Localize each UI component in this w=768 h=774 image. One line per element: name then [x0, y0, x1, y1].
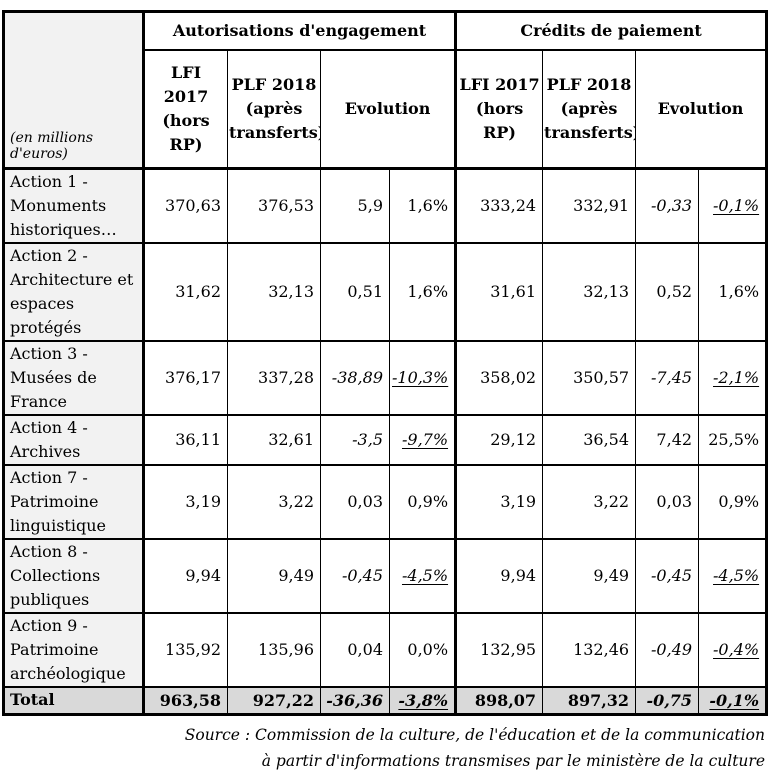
- cp-lfi-value: 132,95: [454, 611, 544, 688]
- cp-evolution-value: -0,49: [635, 611, 700, 688]
- cp-evolution-value: -0,33: [635, 167, 700, 244]
- cp-plf-value: 897,32: [542, 685, 637, 716]
- row-label: Action 8 - Collections publiques: [3, 537, 144, 614]
- cp-plf-value: 350,57: [542, 339, 637, 416]
- ae-plf-value: 337,28: [227, 339, 321, 416]
- cp-evolution-value: -7,45: [635, 339, 700, 416]
- ae-plf-value: 135,96: [227, 611, 321, 688]
- cp-lfi-value: 9,94: [454, 537, 544, 614]
- ae-evolution-percent: 1,6%: [388, 167, 457, 244]
- row-label: Action 3 - Musées de France: [3, 339, 144, 416]
- ae-lfi-value: 370,63: [142, 167, 228, 244]
- row-label: Total: [3, 685, 144, 716]
- table-row: Action 2 - Architecture et espaces proté…: [3, 241, 768, 342]
- cp-evolution-value: 0,03: [635, 463, 700, 540]
- table-row: Action 8 - Collections publiques 9,94 9,…: [3, 537, 768, 614]
- ae-plf-value: 376,53: [227, 167, 321, 244]
- cp-lfi-value: 29,12: [454, 413, 544, 466]
- ae-lfi-value: 31,62: [142, 241, 228, 342]
- ae-lfi-value: 36,11: [142, 413, 228, 466]
- source-note: Source : Commission de la culture, de l'…: [2, 716, 765, 774]
- budget-table: (en millions d'euros) Autorisations d'en…: [2, 10, 768, 716]
- ae-lfi-value: 376,17: [142, 339, 228, 416]
- unit-label-cell: (en millions d'euros): [3, 10, 144, 170]
- table-row: Action 1 - Monuments historiques… 370,63…: [3, 167, 768, 244]
- row-label: Action 2 - Architecture et espaces proté…: [3, 241, 144, 342]
- cp-evolution-percent: -0,1%: [698, 685, 768, 716]
- ae-evolution-value: -3,5: [320, 413, 390, 466]
- cp-plf-value: 132,46: [542, 611, 637, 688]
- section-header-row: (en millions d'euros) Autorisations d'en…: [3, 10, 768, 170]
- cp-evolution-percent: -2,1%: [698, 339, 768, 416]
- table-row: Action 7 - Patrimoine linguistique 3,19 …: [3, 463, 768, 540]
- cp-lfi-value: 333,24: [454, 167, 544, 244]
- column-header-ae-plf-2018: PLF 2018 (après transferts): [227, 48, 321, 170]
- ae-evolution-value: 0,04: [320, 611, 390, 688]
- cp-plf-value: 32,13: [542, 241, 637, 342]
- cp-lfi-value: 898,07: [454, 685, 544, 716]
- ae-lfi-value: 9,94: [142, 537, 228, 614]
- cp-evolution-percent: 1,6%: [698, 241, 768, 342]
- table-body: Action 1 - Monuments historiques… 370,63…: [3, 167, 768, 716]
- cp-evolution-value: -0,45: [635, 537, 700, 614]
- ae-evolution-percent: 1,6%: [388, 241, 457, 342]
- cp-evolution-percent: -0,4%: [698, 611, 768, 688]
- cp-evolution-percent: 0,9%: [698, 463, 768, 540]
- section-header-credits: Crédits de paiement: [454, 10, 768, 51]
- cp-evolution-value: -0,75: [635, 685, 700, 716]
- cp-plf-value: 3,22: [542, 463, 637, 540]
- table-row: Action 3 - Musées de France 376,17 337,2…: [3, 339, 768, 416]
- ae-evolution-percent: 0,9%: [388, 463, 457, 540]
- row-label: Action 9 - Patrimoine archéologique: [3, 611, 144, 688]
- cp-evolution-percent: 25,5%: [698, 413, 768, 466]
- ae-evolution-percent: -3,8%: [388, 685, 457, 716]
- ae-evolution-value: 0,03: [320, 463, 390, 540]
- cp-plf-value: 9,49: [542, 537, 637, 614]
- ae-evolution-percent: -9,7%: [388, 413, 457, 466]
- cp-plf-value: 332,91: [542, 167, 637, 244]
- ae-lfi-value: 963,58: [142, 685, 228, 716]
- cp-evolution-percent: -0,1%: [698, 167, 768, 244]
- cp-evolution-percent: -4,5%: [698, 537, 768, 614]
- column-header-row: LFI 2017 (hors RP) PLF 2018 (après trans…: [4, 48, 768, 170]
- column-header-cp-evolution: Evolution: [635, 48, 768, 170]
- source-line-2: à partir d'informations transmises par l…: [261, 752, 765, 770]
- ae-lfi-value: 135,92: [142, 611, 228, 688]
- ae-plf-value: 32,61: [227, 413, 321, 466]
- row-label: Action 7 - Patrimoine linguistique: [3, 463, 144, 540]
- ae-evolution-percent: -10,3%: [388, 339, 457, 416]
- ae-evolution-percent: -4,5%: [388, 537, 457, 614]
- ae-evolution-value: -36,36: [320, 685, 390, 716]
- ae-plf-value: 927,22: [227, 685, 321, 716]
- ae-evolution-value: 5,9: [320, 167, 390, 244]
- section-header-authorisations: Autorisations d'engagement: [141, 10, 457, 51]
- cp-evolution-value: 7,42: [635, 413, 700, 466]
- source-line-1: Source : Commission de la culture, de l'…: [184, 726, 765, 744]
- ae-evolution-value: 0,51: [320, 241, 390, 342]
- column-header-cp-plf-2018: PLF 2018 (après transferts): [542, 48, 637, 170]
- total-row: Total 963,58 927,22 -36,36 -3,8% 898,07 …: [3, 685, 768, 716]
- cp-plf-value: 36,54: [542, 413, 637, 466]
- cp-lfi-value: 3,19: [454, 463, 544, 540]
- column-header-ae-lfi-2017: LFI 2017 (hors RP): [142, 48, 228, 170]
- column-header-ae-evolution: Evolution: [319, 48, 457, 170]
- table-row: Action 4 - Archives 36,11 32,61 -3,5 -9,…: [3, 413, 768, 466]
- table-row: Action 9 - Patrimoine archéologique 135,…: [3, 611, 768, 688]
- row-label: Action 1 - Monuments historiques…: [3, 167, 144, 244]
- cp-lfi-value: 358,02: [454, 339, 544, 416]
- ae-evolution-percent: 0,0%: [388, 611, 457, 688]
- ae-plf-value: 32,13: [227, 241, 321, 342]
- ae-plf-value: 3,22: [227, 463, 321, 540]
- ae-plf-value: 9,49: [227, 537, 321, 614]
- cp-lfi-value: 31,61: [454, 241, 544, 342]
- ae-evolution-value: -0,45: [320, 537, 390, 614]
- ae-lfi-value: 3,19: [142, 463, 228, 540]
- cp-evolution-value: 0,52: [635, 241, 700, 342]
- row-label: Action 4 - Archives: [3, 413, 144, 466]
- ae-evolution-value: -38,89: [320, 339, 390, 416]
- column-header-cp-lfi-2017: LFI 2017 (hors RP): [454, 48, 544, 170]
